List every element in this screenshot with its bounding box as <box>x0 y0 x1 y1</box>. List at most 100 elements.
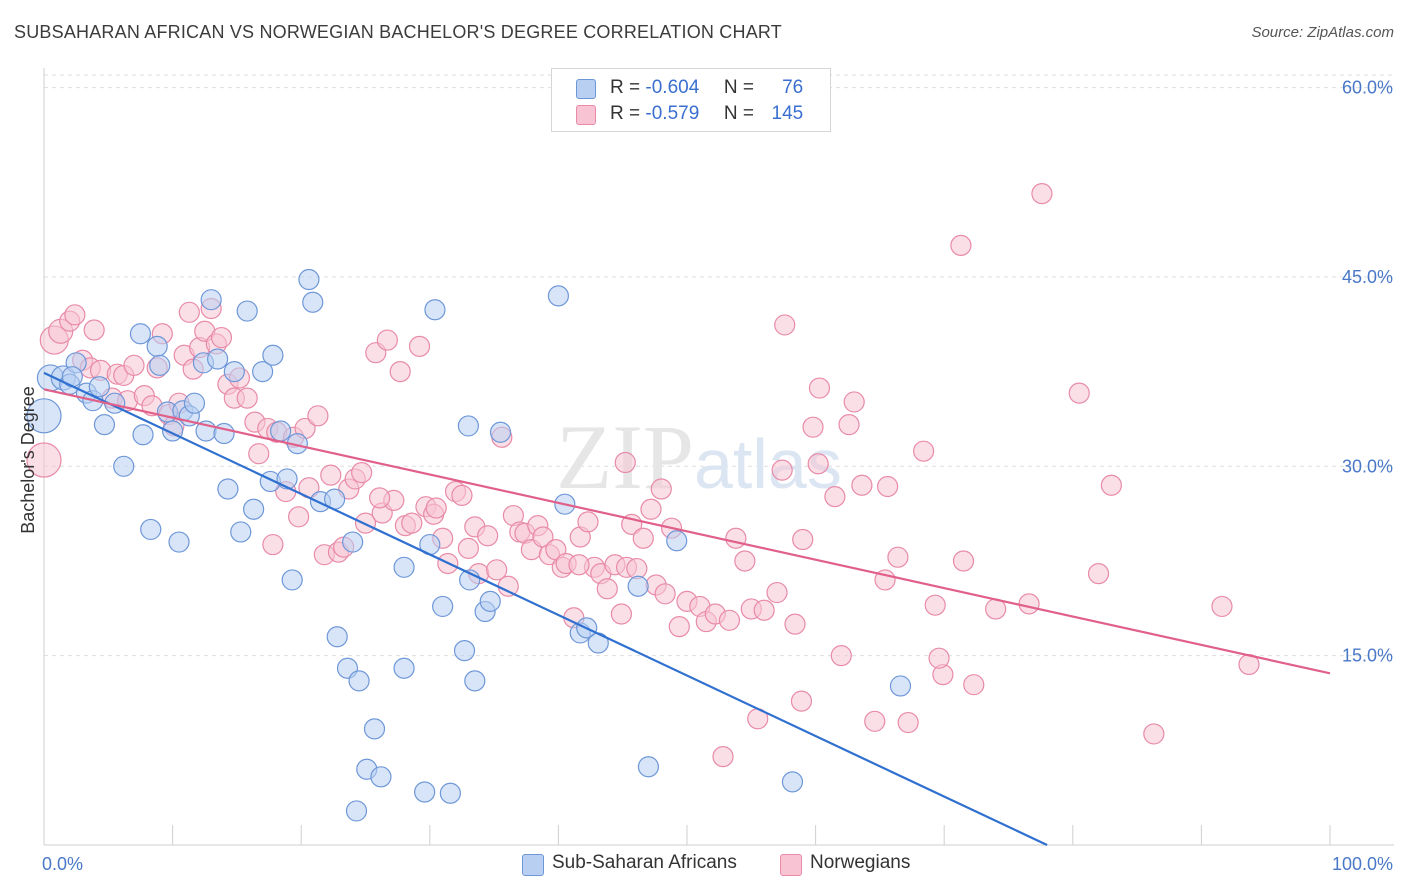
sub-saharan-point <box>146 335 168 357</box>
norwegians-point <box>830 645 852 667</box>
sub-saharan-point <box>889 675 912 697</box>
sub-saharan-point <box>370 766 392 788</box>
sub-saharan-point <box>88 376 110 398</box>
y-axis-label: Bachelor's Degree <box>18 386 38 534</box>
legend-n-value: 145 <box>771 103 804 124</box>
grid-lines <box>44 74 1394 657</box>
norwegians-point <box>262 533 284 556</box>
sub-saharan-point <box>457 415 479 437</box>
norwegians-point <box>1087 563 1110 585</box>
norwegians-point <box>626 557 648 580</box>
norwegians-point <box>887 546 909 568</box>
norwegians-point <box>877 475 899 498</box>
norwegians-point <box>1018 593 1040 615</box>
norwegians-point <box>369 487 391 509</box>
norwegians-point <box>1068 382 1090 404</box>
norwegians-point <box>596 578 618 600</box>
legend-swatch-pink <box>576 105 596 125</box>
legend-r-value: -0.604 <box>645 77 700 98</box>
bottom-legend-swatch-pink <box>780 854 802 876</box>
norwegians-point <box>389 361 411 383</box>
norwegians-point <box>451 484 473 506</box>
sub-saharan-point <box>276 468 298 490</box>
norwegians-point <box>236 387 258 409</box>
sub-saharan-point <box>298 268 320 291</box>
sub-saharan-point <box>393 556 415 578</box>
norwegians-point <box>838 414 860 436</box>
sub-saharan-point <box>168 531 190 553</box>
bottom-legend-swatch-blue <box>522 854 544 876</box>
legend-n-label: N = <box>723 103 754 124</box>
source-label: Source: ZipAtlas.com <box>1251 24 1394 41</box>
norwegians-point <box>64 304 86 326</box>
sub-saharan-point <box>432 595 454 618</box>
norwegians-point <box>568 554 590 576</box>
y-tick-label: 60.0% <box>1342 78 1393 98</box>
norwegians-point <box>477 525 499 547</box>
norwegians-point <box>725 527 747 549</box>
norwegians-point <box>753 599 775 621</box>
sub-saharan-point <box>230 521 252 543</box>
norwegians-point <box>802 416 824 438</box>
stats-legend: R = -0.604 N = 76 R = -0.579 N = 145 <box>551 68 831 132</box>
sub-saharan-point <box>252 361 274 383</box>
norwegians-point <box>83 319 105 341</box>
sub-saharan-point <box>464 670 486 692</box>
norwegians-point <box>718 609 741 631</box>
norwegians-point <box>864 710 886 732</box>
norwegians-point <box>774 314 796 336</box>
x-tick-label-max: 100.0% <box>1332 854 1393 874</box>
sub-saharan-point <box>453 640 476 662</box>
sub-saharan-point <box>345 800 368 822</box>
sub-saharan-point <box>140 518 162 541</box>
norwegians-point <box>351 462 373 484</box>
sub-saharan-point <box>262 344 284 366</box>
sub-saharan-point <box>302 291 324 313</box>
norwegians-point <box>1211 595 1233 618</box>
sub-saharan-point <box>666 530 688 552</box>
sub-saharan-point <box>281 569 303 591</box>
sub-saharan-point <box>207 348 229 370</box>
norwegians-point <box>824 486 846 508</box>
sub-saharan-point <box>26 398 62 434</box>
sub-saharan-point <box>637 756 660 778</box>
norwegians-point <box>320 464 342 486</box>
norwegians-point <box>401 512 423 534</box>
norwegians-point <box>792 528 814 551</box>
sub-saharan-africans-points <box>26 268 912 822</box>
sub-saharan-point <box>342 531 364 553</box>
norwegians-point <box>640 498 662 520</box>
y-tick-label: 15.0% <box>1342 646 1393 666</box>
sub-saharan-point <box>236 300 258 322</box>
sub-saharan-point <box>93 414 116 436</box>
sub-saharan-point <box>243 498 265 520</box>
sub-saharan-point <box>113 455 135 477</box>
legend-text-pink: R = -0.579 N = 145 <box>610 103 803 125</box>
axes <box>43 68 1394 846</box>
norwegians-point <box>808 377 831 399</box>
norwegians-point <box>843 391 865 413</box>
norwegians-point <box>790 690 813 712</box>
norwegians-point <box>766 581 788 604</box>
norwegians-point <box>408 335 431 357</box>
legend-n-value: 76 <box>782 77 804 98</box>
norwegians-point <box>1100 474 1122 496</box>
norwegians-trend-line <box>43 388 1331 675</box>
norwegians-point <box>497 575 519 597</box>
sub-saharan-point <box>183 392 206 414</box>
norwegians-point <box>712 746 734 768</box>
norwegians-point <box>668 616 690 638</box>
norwegians-point <box>26 442 62 478</box>
norwegians-point <box>457 537 479 559</box>
bottom-legend-label-blue: Sub-Saharan Africans <box>552 852 737 873</box>
sub-saharan-point <box>149 354 171 376</box>
norwegians-point <box>123 354 145 376</box>
trend-lines <box>43 371 1331 846</box>
norwegians-point <box>425 497 447 519</box>
sub-saharan-point <box>489 421 512 443</box>
norwegians-point <box>897 711 919 734</box>
norwegians-point <box>288 506 310 528</box>
norwegians-point <box>248 443 270 465</box>
sub-saharan-point <box>627 575 649 597</box>
x-tick-labels: 0.0% 100.0% <box>42 854 1393 874</box>
